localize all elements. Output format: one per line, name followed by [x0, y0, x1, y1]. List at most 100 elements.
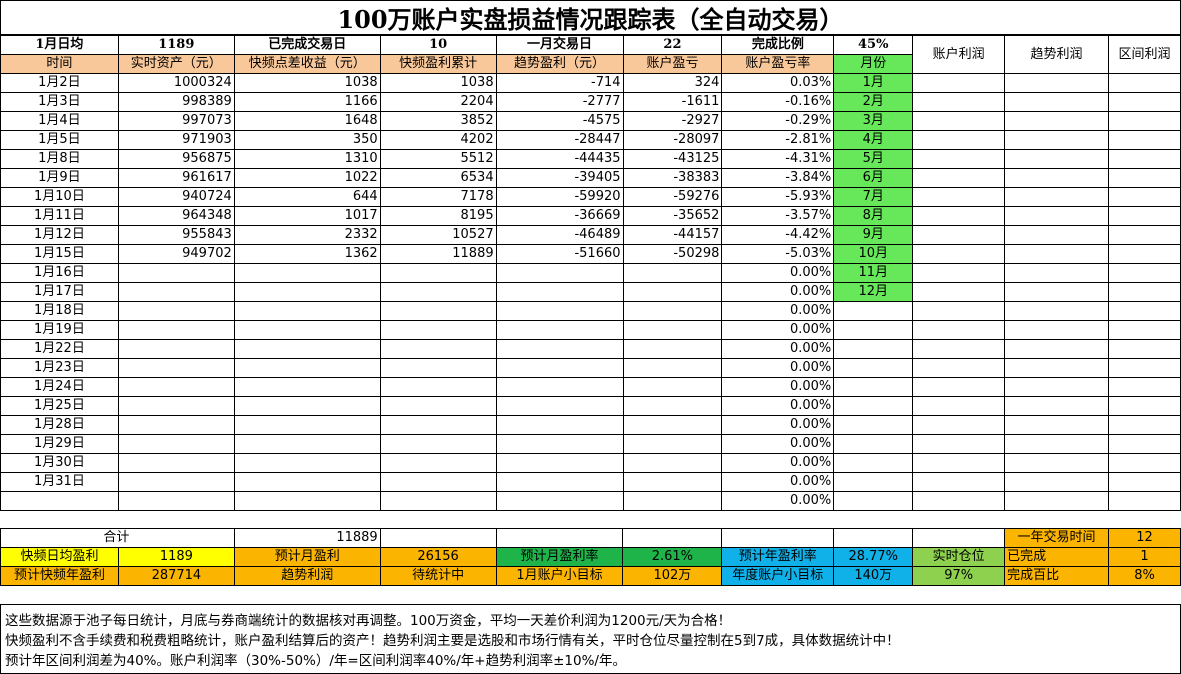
account-pnl-cell[interactable]: -35652: [622, 206, 723, 226]
month-cell[interactable]: 8月: [833, 206, 914, 226]
account-pnl-rate-cell[interactable]: -3.57%: [721, 206, 835, 226]
date-cell[interactable]: 1月3日: [0, 92, 119, 112]
side-cell[interactable]: [1004, 149, 1109, 169]
col-account-pnl[interactable]: 账户盈亏: [622, 54, 723, 74]
fast-cumulative-cell[interactable]: [379, 434, 497, 454]
side-cell[interactable]: [1004, 168, 1109, 188]
fast-cumulative-cell[interactable]: [379, 491, 497, 511]
assets-cell[interactable]: 949702: [117, 244, 235, 264]
account-pnl-cell[interactable]: -2927: [622, 111, 723, 131]
trend-profit-cell[interactable]: -51660: [495, 244, 624, 264]
trend-profit-cell[interactable]: [495, 339, 624, 359]
side-cell[interactable]: [912, 434, 1006, 454]
trend-profit-cell[interactable]: -36669: [495, 206, 624, 226]
account-pnl-rate-cell[interactable]: -0.16%: [721, 92, 835, 112]
col-month[interactable]: 月份: [833, 54, 914, 74]
col-fast-spread-profit[interactable]: 快频点差收益（元）: [233, 54, 381, 74]
account-pnl-rate-cell[interactable]: 0.00%: [721, 339, 835, 359]
date-cell[interactable]: [0, 491, 119, 511]
account-pnl-rate-cell[interactable]: 0.00%: [721, 301, 835, 321]
assets-cell[interactable]: [117, 396, 235, 416]
side-cell[interactable]: [1107, 358, 1181, 378]
date-cell[interactable]: 1月28日: [0, 415, 119, 435]
assets-cell[interactable]: [117, 358, 235, 378]
side-cell[interactable]: [1107, 263, 1181, 283]
side-cell[interactable]: [1107, 168, 1181, 188]
account-pnl-cell[interactable]: [622, 415, 723, 435]
trend-profit-label[interactable]: 趋势利润: [233, 566, 381, 586]
expected-year-rate-label[interactable]: 预计年盈利率: [721, 547, 835, 567]
trend-profit-cell[interactable]: -46489: [495, 225, 624, 245]
side-cell[interactable]: [912, 206, 1006, 226]
side-cell[interactable]: [1004, 225, 1109, 245]
fast-profit-cell[interactable]: [233, 358, 381, 378]
account-pnl-cell[interactable]: -1611: [622, 92, 723, 112]
account-pnl-cell[interactable]: [622, 377, 723, 397]
date-cell[interactable]: 1月11日: [0, 206, 119, 226]
year-target-label[interactable]: 年度账户小目标: [721, 566, 835, 586]
month-cell[interactable]: [833, 396, 914, 416]
date-cell[interactable]: 1月9日: [0, 168, 119, 188]
fast-profit-cell[interactable]: [233, 301, 381, 321]
fast-cumulative-cell[interactable]: [379, 282, 497, 302]
fast-cumulative-cell[interactable]: [379, 396, 497, 416]
account-pnl-rate-cell[interactable]: 0.00%: [721, 396, 835, 416]
assets-cell[interactable]: [117, 282, 235, 302]
assets-cell[interactable]: [117, 301, 235, 321]
date-cell[interactable]: 1月25日: [0, 396, 119, 416]
account-profit-header[interactable]: 账户利润: [912, 35, 1006, 74]
side-cell[interactable]: [1107, 472, 1181, 492]
side-cell[interactable]: [1107, 130, 1181, 150]
col-account-pnl-rate[interactable]: 账户盈亏率: [721, 54, 835, 74]
account-pnl-cell[interactable]: -43125: [622, 149, 723, 169]
account-pnl-cell[interactable]: [622, 263, 723, 283]
side-cell[interactable]: [912, 301, 1006, 321]
side-cell[interactable]: [912, 282, 1006, 302]
trend-profit-cell[interactable]: [495, 358, 624, 378]
fast-profit-cell[interactable]: [233, 415, 381, 435]
expected-month-label[interactable]: 预计月盈利: [233, 547, 381, 567]
month-cell[interactable]: [833, 358, 914, 378]
account-pnl-rate-cell[interactable]: 0.00%: [721, 472, 835, 492]
side-cell[interactable]: [1004, 358, 1109, 378]
trend-profit-cell[interactable]: -39405: [495, 168, 624, 188]
assets-cell[interactable]: 971903: [117, 130, 235, 150]
interval-profit-header[interactable]: 区间利润: [1107, 35, 1181, 74]
month-cell[interactable]: 12月: [833, 282, 914, 302]
fast-cumulative-cell[interactable]: [379, 320, 497, 340]
assets-cell[interactable]: [117, 320, 235, 340]
cell[interactable]: [721, 528, 835, 548]
cell[interactable]: [379, 528, 497, 548]
expected-fast-year-value[interactable]: 287714: [117, 566, 235, 586]
assets-cell[interactable]: [117, 472, 235, 492]
year-target-value[interactable]: 140万: [833, 566, 914, 586]
account-pnl-rate-cell[interactable]: -4.31%: [721, 149, 835, 169]
cell[interactable]: [912, 528, 1005, 548]
month-cell[interactable]: [833, 434, 914, 454]
completion-pct-value[interactable]: 8%: [1108, 566, 1181, 586]
completed-value[interactable]: 1: [1108, 547, 1181, 567]
position-value[interactable]: 97%: [912, 566, 1006, 586]
side-cell[interactable]: [1004, 282, 1109, 302]
trend-profit-cell[interactable]: -59920: [495, 187, 624, 207]
side-cell[interactable]: [912, 453, 1006, 473]
side-cell[interactable]: [912, 472, 1006, 492]
side-cell[interactable]: [912, 149, 1006, 169]
month-cell[interactable]: [833, 453, 914, 473]
date-cell[interactable]: 1月16日: [0, 263, 119, 283]
date-cell[interactable]: 1月2日: [0, 73, 119, 93]
col-fast-cumulative[interactable]: 快频盈利累计: [379, 54, 497, 74]
side-cell[interactable]: [912, 92, 1006, 112]
side-cell[interactable]: [912, 244, 1006, 264]
side-cell[interactable]: [1107, 377, 1181, 397]
completed-days-label[interactable]: 已完成交易日: [233, 35, 381, 55]
account-pnl-rate-cell[interactable]: 0.00%: [721, 377, 835, 397]
assets-cell[interactable]: 998389: [117, 92, 235, 112]
year-trade-time-label[interactable]: 一年交易时间: [1004, 528, 1109, 548]
side-cell[interactable]: [1107, 453, 1181, 473]
side-cell[interactable]: [1004, 263, 1109, 283]
side-cell[interactable]: [1107, 244, 1181, 264]
fast-daily-avg-value[interactable]: 1189: [117, 547, 235, 567]
side-cell[interactable]: [1107, 339, 1181, 359]
side-cell[interactable]: [1004, 453, 1109, 473]
